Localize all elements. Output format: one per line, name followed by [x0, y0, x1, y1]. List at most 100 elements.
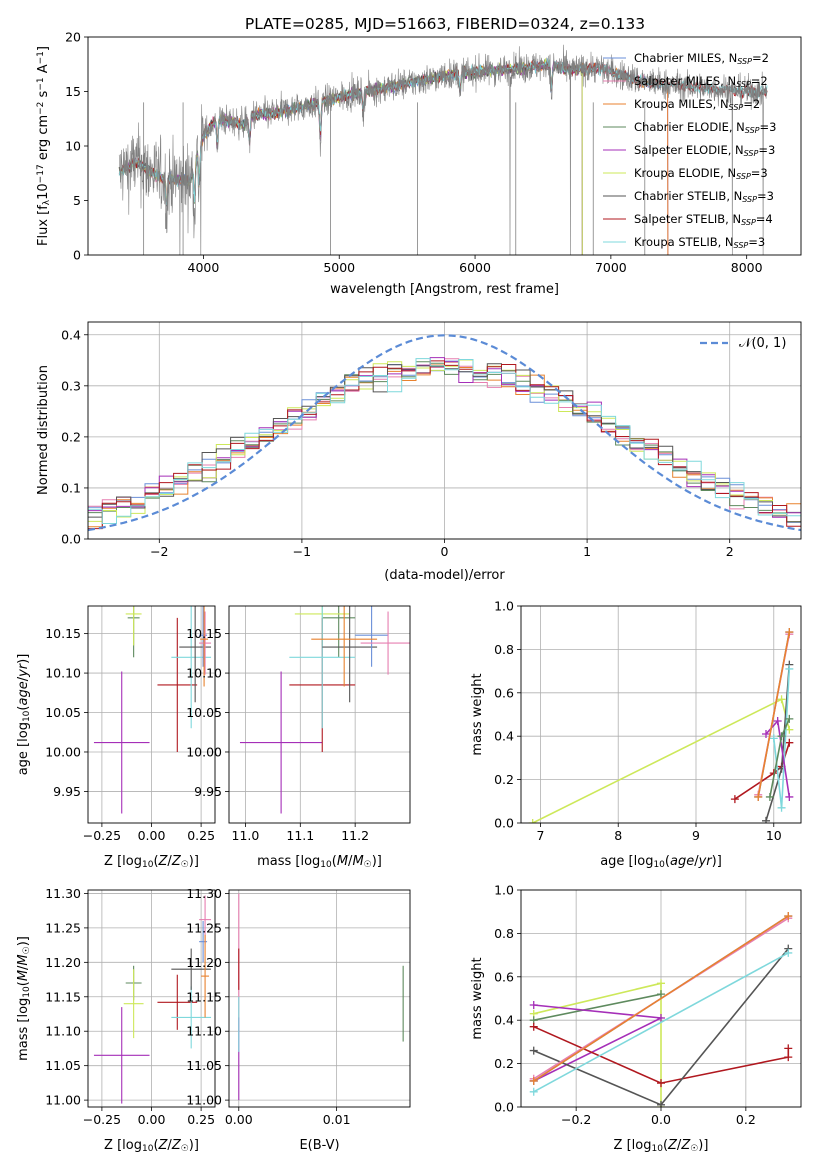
weight-line — [533, 952, 789, 1093]
x-tick-label: 11.1 — [286, 828, 314, 843]
x-tick-label: 11.0 — [232, 828, 260, 843]
plot-area-spectrum — [118, 44, 768, 255]
weight-marker — [777, 732, 786, 741]
weight-marker — [777, 695, 786, 704]
weight-marker — [784, 1053, 793, 1062]
plot-frame — [228, 889, 411, 1108]
observed-spectrum-line — [118, 44, 768, 255]
weight-marker — [773, 717, 782, 726]
legend-entry: Chabrier STELIB, NSSP=3 — [634, 189, 774, 204]
y-tick-label: 11.25 — [45, 920, 81, 935]
x-tick-label: 5000 — [323, 260, 355, 275]
x-tick-label: 2 — [726, 544, 734, 559]
y-tick-label: 0.4 — [61, 327, 81, 342]
y-axis-label: mass [log10(M/M☉)] — [16, 936, 32, 1061]
weight-line — [757, 631, 791, 798]
plot-area-age-vs-Z — [93, 606, 212, 814]
y-tick-label: 0.6 — [494, 969, 514, 984]
y-tick-label: 9.95 — [53, 784, 81, 799]
weight-marker — [785, 738, 794, 747]
x-tick-label: 0.25 — [187, 828, 215, 843]
x-tick-label: 0.00 — [138, 828, 166, 843]
weight-marker — [762, 730, 770, 739]
y-tick-label: 10.15 — [45, 626, 81, 641]
x-axis-label: Z [log10(Z/Z☉)] — [104, 1138, 199, 1154]
plot-frame — [87, 321, 802, 540]
weight-marker — [777, 803, 786, 812]
chart-age-vs-mass: 11.0 11.1 11.2 9.95 10.00 10.05 10.10 10.15 mass… — [186, 605, 411, 870]
y-tick-label: 10.00 — [45, 744, 81, 759]
weight-marker — [785, 792, 794, 801]
legend-entry: 𝒩(0, 1) — [739, 336, 786, 351]
y-tick-label: 11.25 — [186, 920, 222, 935]
x-tick-label: 7 — [536, 828, 544, 843]
x-tick-label: −0.25 — [83, 1112, 121, 1127]
y-tick-label: 0.4 — [494, 729, 514, 744]
y-tick-label: 1.0 — [494, 599, 514, 614]
weight-line — [533, 982, 662, 1107]
plot-frame — [87, 889, 216, 1108]
plot-frame — [228, 605, 411, 824]
weight-marker — [529, 1022, 538, 1031]
x-tick-label: 1 — [583, 544, 591, 559]
x-axis-label: Z [log10(Z/Z☉)] — [614, 1138, 709, 1154]
y-tick-label: 10.10 — [186, 666, 222, 681]
weight-marker — [528, 819, 537, 823]
weight-marker — [785, 664, 794, 673]
x-tick-label: 0 — [441, 544, 449, 559]
legend-entry: Kroupa STELIB, NSSP=3 — [634, 235, 765, 250]
x-tick-label: 0.25 — [187, 1112, 215, 1127]
y-tick-label: 10.05 — [186, 705, 222, 720]
y-axis-label: mass weight — [470, 957, 485, 1039]
x-tick-label: 6000 — [459, 260, 491, 275]
y-tick-label: 0.0 — [494, 816, 514, 831]
y-tick-label: 0.4 — [494, 1013, 514, 1028]
y-tick-label: 0 — [73, 248, 81, 263]
plot-area-mass-vs-ebv — [238, 893, 404, 1101]
weight-marker — [529, 1001, 538, 1010]
plot-area-residuals — [88, 334, 801, 532]
chart-weight-vs-Z: −0.2 0.0 0.2 0.0 0.2 0.4 0.6 0.8 1.0 Z [log10(Z/Z… — [470, 883, 802, 1154]
y-tick-label: 15 — [65, 84, 81, 99]
y-tick-label: 10 — [65, 139, 81, 154]
x-tick-label: 8000 — [731, 260, 763, 275]
weight-marker — [657, 990, 665, 999]
y-tick-label: 10.15 — [186, 626, 222, 641]
y-tick-label: 0.2 — [494, 772, 514, 787]
weight-marker — [762, 816, 770, 823]
x-axis-label: age [log10(age/yr)] — [600, 854, 722, 870]
y-tick-label: 0.8 — [494, 642, 514, 657]
weight-marker — [784, 912, 793, 921]
weight-marker — [784, 1044, 793, 1053]
plot-area-weight-vs-Z — [529, 912, 793, 1107]
legend: Chabrier MILES, NSSP=2 Salpeter MILES, NS… — [603, 51, 776, 250]
y-tick-label: 11.00 — [45, 1093, 81, 1108]
legend-entry: Chabrier ELODIE, NSSP=3 — [634, 120, 776, 135]
x-axis-label: (data-model)/error — [384, 568, 505, 583]
weight-line — [533, 993, 662, 1021]
y-tick-label: 10.05 — [45, 705, 81, 720]
legend-entry: Kroupa ELODIE, NSSP=3 — [634, 166, 768, 181]
weight-marker — [657, 1100, 665, 1107]
y-tick-label: 0.3 — [61, 378, 81, 393]
y-tick-label: 11.15 — [45, 989, 81, 1004]
x-axis-label: wavelength [Angstrom, rest frame] — [330, 282, 559, 297]
weight-marker — [785, 714, 794, 723]
chart-residuals: −2 −1 0 1 2 0.0 0.1 0.2 0.3 0.4 (data-model)/error… — [36, 321, 802, 583]
figure-title: PLATE=0285, MJD=51663, FIBERID=0324, z=0… — [245, 15, 645, 33]
y-tick-label: 11.05 — [186, 1058, 222, 1073]
plot-area-weight-vs-age — [528, 628, 794, 823]
weight-line — [532, 698, 791, 823]
x-axis-label: Z [log10(Z/Z☉)] — [104, 854, 199, 870]
x-tick-label: 0.00 — [225, 1112, 253, 1127]
y-tick-label: 0.6 — [494, 685, 514, 700]
y-tick-label: 0.2 — [494, 1056, 514, 1071]
y-tick-label: 0.0 — [61, 532, 81, 547]
y-axis-label: Flux [fλ10−17 erg cm−2 s−1 A−1] — [36, 46, 52, 246]
plot-area-age-vs-mass — [239, 606, 410, 814]
y-tick-label: 10.10 — [45, 666, 81, 681]
y-tick-label: 9.95 — [194, 784, 222, 799]
y-tick-label: 0.8 — [494, 926, 514, 941]
y-axis-label: mass weight — [470, 673, 485, 755]
